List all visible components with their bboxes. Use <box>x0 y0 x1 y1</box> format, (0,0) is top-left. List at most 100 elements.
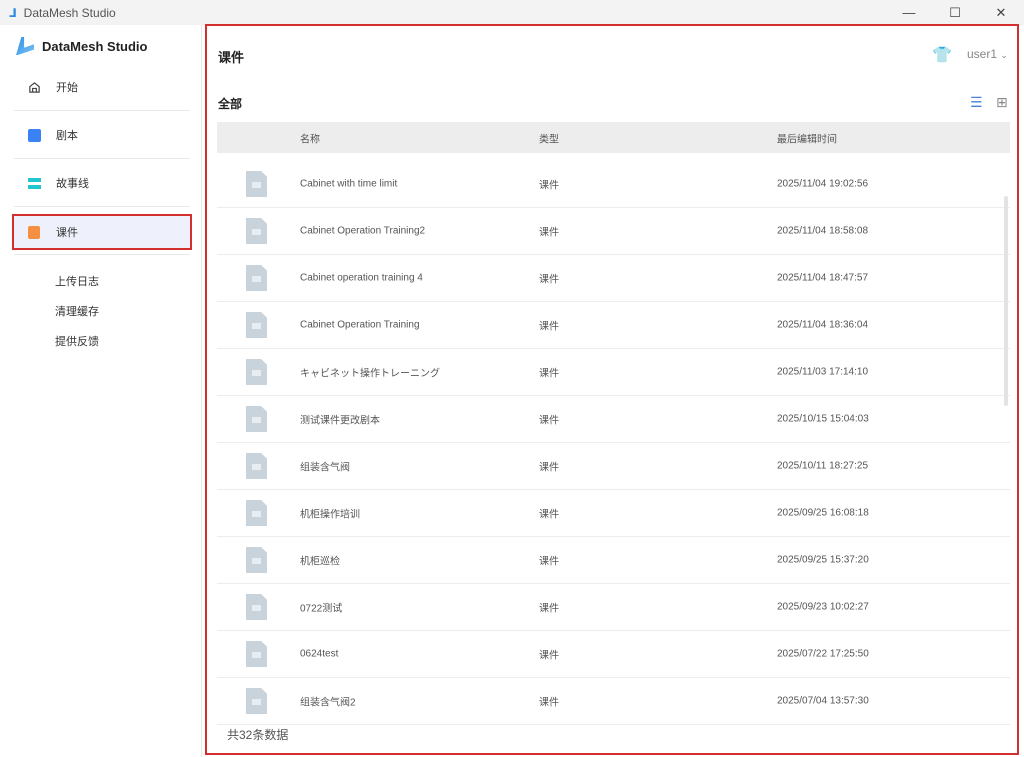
cell-modified: 2025/09/25 16:08:18 <box>777 507 869 519</box>
table-row[interactable]: Cabinet Operation Training2 课件 2025/11/04 … <box>217 208 1010 255</box>
chevron-down-icon: ⌄ <box>1000 50 1008 60</box>
cell-type: 课件 <box>539 321 559 333</box>
close-button[interactable]: ✕ <box>995 4 1007 20</box>
cell-type: 课件 <box>539 603 559 615</box>
brand: DataMesh Studio <box>16 37 147 55</box>
skin-icon[interactable]: 👕 <box>932 47 952 64</box>
file-icon <box>246 359 267 385</box>
file-icon <box>246 406 267 432</box>
table-row[interactable]: キャビネット操作トレーニング 课件 2025/11/03 17:14:10 <box>217 349 1010 396</box>
file-icon <box>246 453 267 479</box>
table-row[interactable]: 0722测试 课件 2025/09/23 10:02:27 <box>217 584 1010 631</box>
maximize-button[interactable]: ☐ <box>949 4 961 20</box>
section-title: 全部 <box>218 97 243 111</box>
brand-name: DataMesh Studio <box>42 38 148 54</box>
storyline-icon <box>27 176 41 190</box>
window-title: DataMesh Studio <box>23 5 116 20</box>
column-type[interactable]: 类型 <box>539 134 559 145</box>
cell-modified: 2025/10/15 15:04:03 <box>777 413 869 425</box>
user-menu[interactable]: user1 ⌄ <box>967 47 1008 61</box>
file-icon <box>246 547 267 573</box>
title-bar: ⅃ DataMesh Studio — ☐ ✕ <box>0 0 1024 25</box>
table-body: Cabinet with time limit 课件 2025/11/04 19:0… <box>217 161 1010 748</box>
file-icon <box>246 500 267 526</box>
cell-name: Cabinet Operation Training2 <box>300 225 426 237</box>
scrollbar[interactable] <box>1004 196 1008 406</box>
sidebar-item-storyline[interactable]: 故事线 <box>14 167 190 199</box>
cell-name: 0624test <box>300 648 339 660</box>
cell-type: 课件 <box>539 556 559 568</box>
cell-modified: 2025/10/11 18:27:25 <box>777 460 869 472</box>
file-icon <box>246 312 267 338</box>
table-header: 名称 类型 最后编辑时间 <box>217 122 1010 153</box>
cell-modified: 2025/11/04 18:58:08 <box>777 225 869 237</box>
table-row[interactable]: Cabinet Operation Training 课件 2025/11/04 1… <box>217 302 1010 349</box>
cell-modified: 2025/09/25 15:37:20 <box>777 554 869 566</box>
cell-type: 课件 <box>539 368 559 380</box>
cell-modified: 2025/11/04 18:47:57 <box>777 272 869 284</box>
sidebar-item-label: 故事线 <box>56 178 89 190</box>
list-view-icon[interactable]: ☰ <box>970 94 983 110</box>
cell-name: Cabinet with time limit <box>300 178 398 190</box>
cell-name: 机柜操作培训 <box>300 509 360 521</box>
column-name[interactable]: 名称 <box>300 134 320 145</box>
total-count: 共32条数据 <box>227 728 289 742</box>
table-row[interactable]: 组装含气阀 课件 2025/10/11 18:27:25 <box>217 443 1010 490</box>
table-row[interactable]: Cabinet with time limit 课件 2025/11/04 19:0… <box>217 161 1010 208</box>
table-row[interactable]: 组装含气阀2 课件 2025/07/04 13:57:30 <box>217 678 1010 725</box>
table-row[interactable]: 0624test 课件 2025/07/22 17:25:50 <box>217 631 1010 678</box>
cell-type: 课件 <box>539 650 559 662</box>
script-icon <box>27 128 41 142</box>
sidebar-item-script[interactable]: 剧本 <box>14 119 190 151</box>
cell-name: キャビネット操作トレーニング <box>300 368 440 380</box>
sidebar-item-start[interactable]: 开始 <box>14 71 190 103</box>
file-icon <box>246 265 267 291</box>
cell-name: 机柜巡检 <box>300 556 340 568</box>
home-icon <box>27 80 41 94</box>
user-name: user1 <box>967 47 998 61</box>
sidebar: DataMesh Studio 开始 剧本 故事线 课件 上传日志 清理缓存 提… <box>0 25 202 757</box>
file-icon <box>246 594 267 620</box>
main-content: 课件 👕 user1 ⌄ 全部 ☰ ⊞ 名称 类型 最后编辑时间 Cabinet… <box>205 25 1019 755</box>
sidebar-item-label: 剧本 <box>56 130 78 142</box>
feedback-link[interactable]: 提供反馈 <box>55 336 99 348</box>
table-row[interactable]: 机柜操作培训 课件 2025/09/25 16:08:18 <box>217 490 1010 537</box>
cell-modified: 2025/11/03 17:14:10 <box>777 366 869 378</box>
minimize-button[interactable]: — <box>902 5 916 20</box>
cell-modified: 2025/07/22 17:25:50 <box>777 648 869 660</box>
cell-name: Cabinet operation training 4 <box>300 272 423 284</box>
column-modified[interactable]: 最后编辑时间 <box>777 134 837 145</box>
clear-cache-link[interactable]: 清理缓存 <box>55 306 99 318</box>
upload-log-link[interactable]: 上传日志 <box>55 276 99 288</box>
cell-type: 课件 <box>539 415 559 427</box>
cell-type: 课件 <box>539 697 559 709</box>
cell-name: 测试课件更改剧本 <box>300 415 380 427</box>
sidebar-item-label: 课件 <box>56 227 78 239</box>
cell-modified: 2025/11/04 18:36:04 <box>777 319 869 331</box>
cell-type: 课件 <box>539 509 559 521</box>
cell-modified: 2025/07/04 13:57:30 <box>777 695 869 707</box>
cell-name: 组装含气阀 <box>300 462 350 474</box>
page-title: 课件 <box>218 50 245 65</box>
file-icon <box>246 688 267 714</box>
courseware-icon <box>27 225 41 239</box>
cell-modified: 2025/09/23 10:02:27 <box>777 601 869 613</box>
cell-name: 0722测试 <box>300 603 343 615</box>
app-logo-icon: ⅃ <box>9 5 17 20</box>
table-row[interactable]: 测试课件更改剧本 课件 2025/10/15 15:04:03 <box>217 396 1010 443</box>
cell-type: 课件 <box>539 180 559 192</box>
table-row[interactable]: Cabinet operation training 4 课件 2025/11/04… <box>217 255 1010 302</box>
cell-type: 课件 <box>539 274 559 286</box>
file-icon <box>246 641 267 667</box>
table-row[interactable]: 机柜巡检 课件 2025/09/25 15:37:20 <box>217 537 1010 584</box>
cell-type: 课件 <box>539 462 559 474</box>
brand-logo-icon <box>16 37 34 55</box>
grid-view-icon[interactable]: ⊞ <box>996 94 1008 110</box>
file-icon <box>246 218 267 244</box>
file-icon <box>246 171 267 197</box>
cell-name: Cabinet Operation Training <box>300 319 420 331</box>
cell-modified: 2025/11/04 19:02:56 <box>777 178 869 190</box>
sidebar-item-courseware[interactable]: 课件 <box>12 214 192 250</box>
sidebar-item-label: 开始 <box>56 82 78 94</box>
cell-name: 组装含气阀2 <box>300 697 356 709</box>
